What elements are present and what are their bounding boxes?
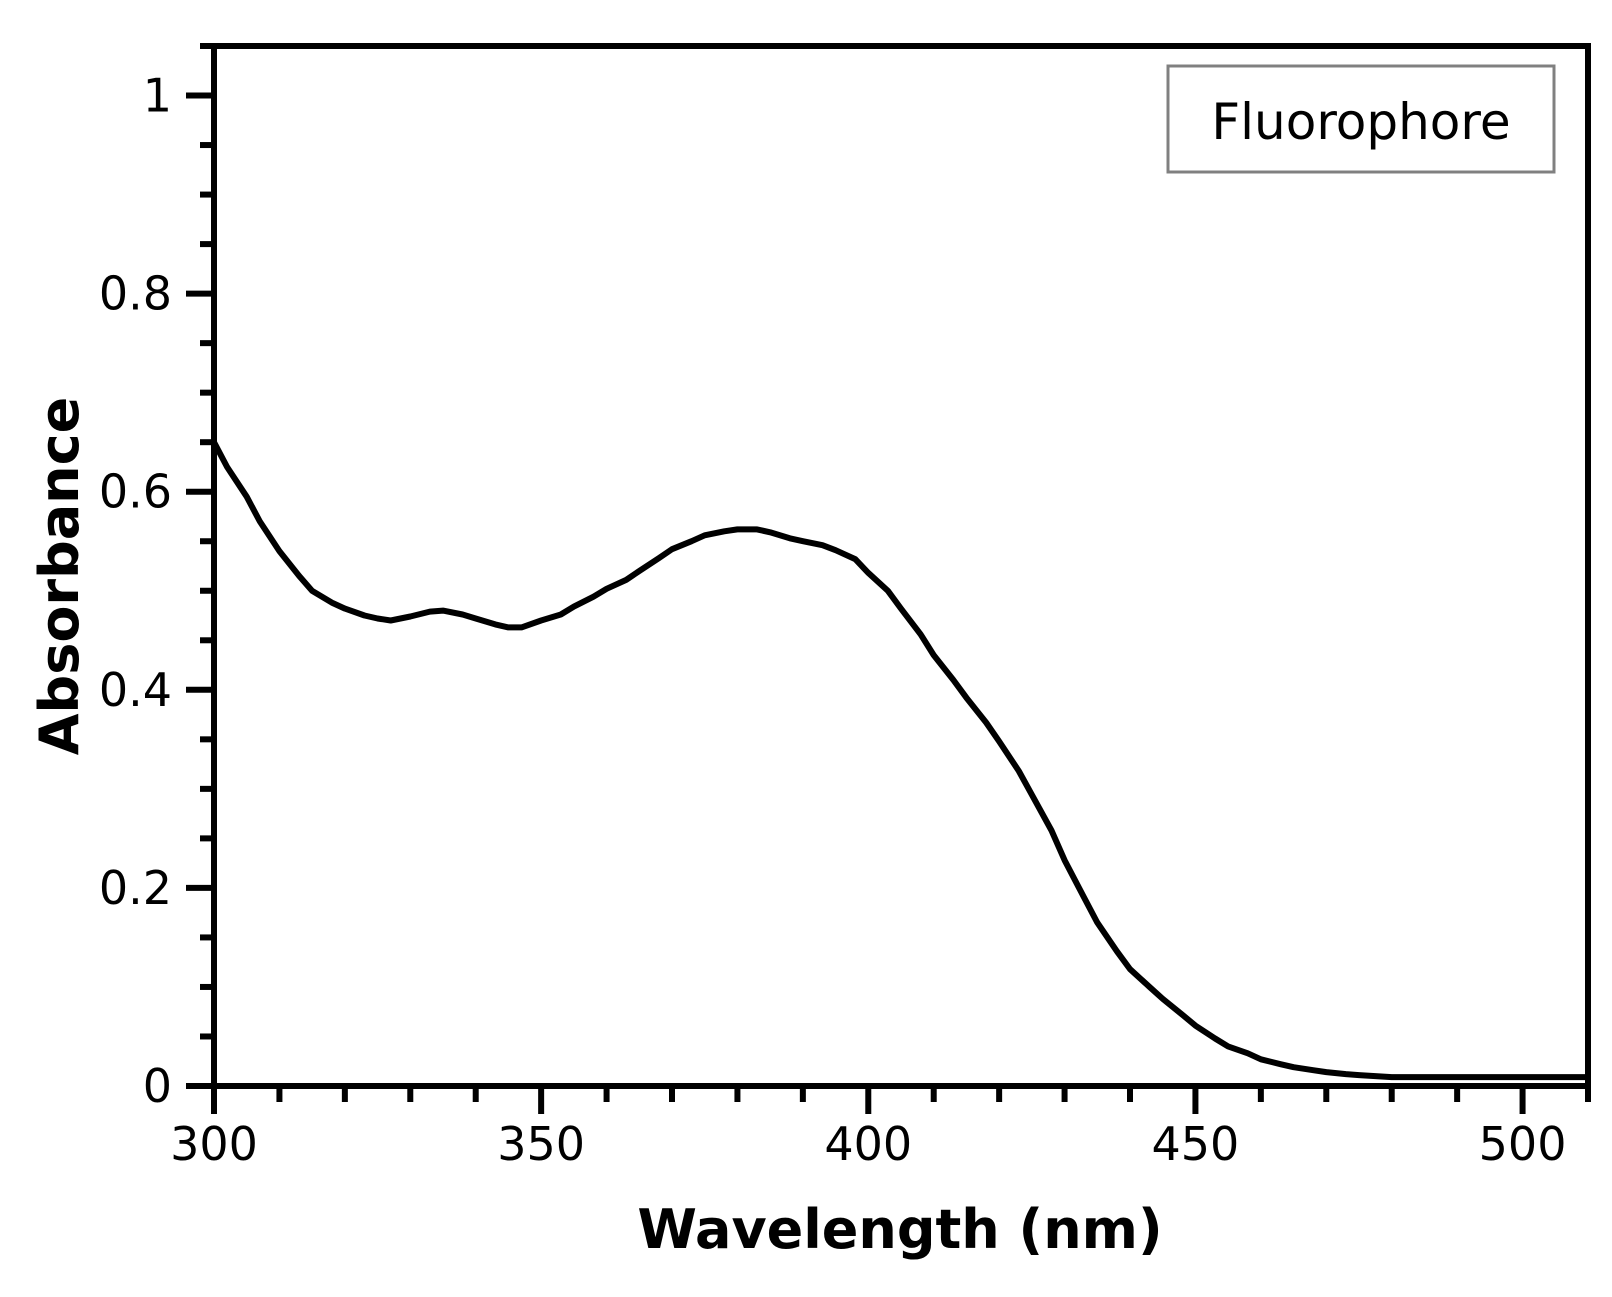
x-tick-label: 350 <box>497 1117 585 1171</box>
series-line-fluorophore <box>211 439 1591 1081</box>
legend: Fluorophore <box>1166 64 1556 174</box>
y-tick-label: 1 <box>143 69 172 123</box>
y-tick-label: 0.8 <box>99 267 172 321</box>
x-tick-label: 500 <box>1479 1117 1567 1171</box>
x-tick-label: 450 <box>1152 1117 1240 1171</box>
y-tick-label: 0.2 <box>99 861 172 915</box>
y-tick-label: 0.6 <box>99 465 172 519</box>
y-axis-tick-labels: 0 0.2 0.4 0.6 0.8 1 <box>99 69 172 1113</box>
x-tick-label: 400 <box>824 1117 912 1171</box>
plot-frame <box>211 43 1591 1089</box>
x-axis-title: Wavelength (nm) <box>637 1198 1162 1261</box>
x-axis-tick-labels: 300 350 400 450 500 <box>170 1117 1566 1171</box>
x-tick-label: 300 <box>170 1117 258 1171</box>
y-tick-label: 0 <box>143 1059 172 1113</box>
legend-entry-fluorophore: Fluorophore <box>1211 93 1510 151</box>
legend-box <box>1166 64 1556 174</box>
y-axis-title: Absorbance <box>28 397 91 756</box>
series-group <box>211 439 1591 1081</box>
y-tick-label: 0.4 <box>99 663 172 717</box>
